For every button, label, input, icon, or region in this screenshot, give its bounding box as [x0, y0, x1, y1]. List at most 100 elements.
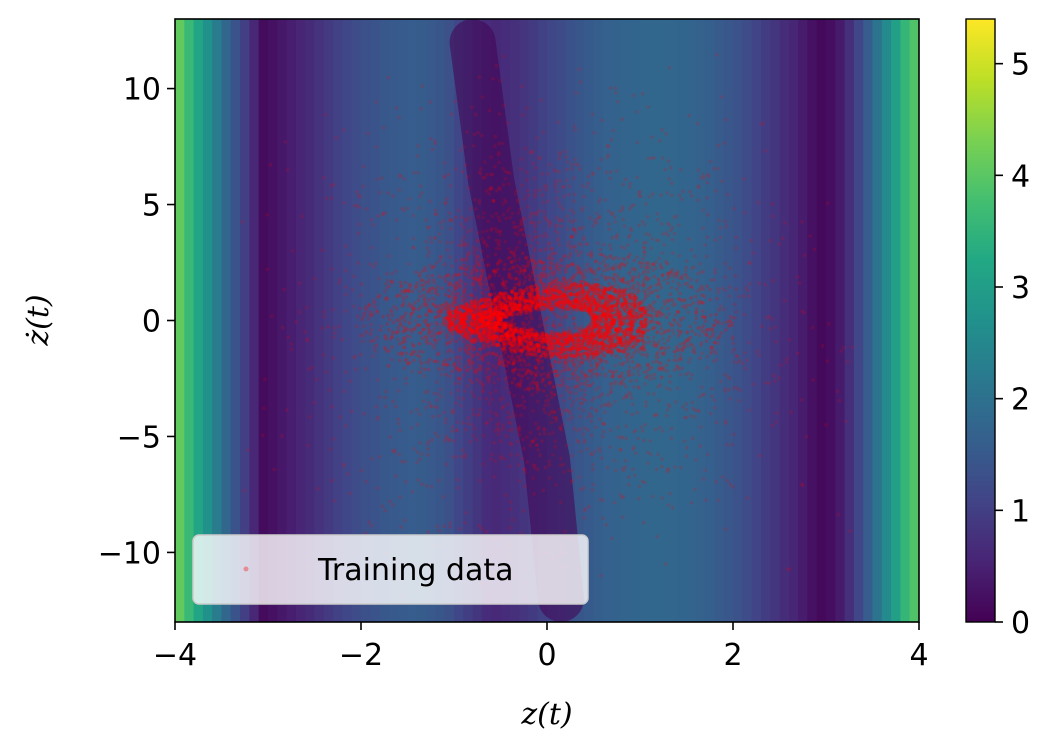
data-point: [455, 428, 459, 432]
data-point: [509, 414, 514, 419]
data-point: [654, 259, 659, 264]
data-point: [724, 478, 729, 483]
data-point: [500, 300, 505, 305]
data-point: [447, 288, 451, 293]
data-point: [621, 182, 626, 187]
heatmap-column: [407, 19, 418, 622]
heatmap-column: [314, 19, 325, 622]
data-point: [553, 445, 558, 449]
data-point: [621, 217, 626, 222]
data-point: [522, 196, 527, 201]
data-point: [456, 359, 461, 364]
data-point: [517, 382, 522, 386]
data-point: [591, 224, 596, 228]
data-point: [653, 300, 657, 304]
heatmap-column: [770, 19, 781, 622]
data-point: [558, 426, 563, 431]
data-point: [745, 496, 750, 500]
data-point: [566, 355, 570, 360]
data-point: [810, 325, 815, 330]
data-point: [535, 443, 539, 447]
data-point: [498, 232, 502, 237]
data-point: [645, 263, 650, 268]
data-point: [472, 426, 477, 431]
heatmap-column: [733, 19, 743, 622]
data-point: [692, 265, 696, 269]
data-point: [289, 342, 294, 346]
data-point: [419, 452, 424, 456]
data-point: [627, 364, 632, 369]
data-point: [588, 360, 592, 364]
heatmap-column: [621, 19, 632, 622]
data-point: [836, 512, 841, 517]
data-point: [527, 234, 532, 238]
data-point: [550, 309, 555, 314]
data-point: [585, 184, 590, 189]
data-point: [743, 351, 747, 355]
data-point: [530, 238, 535, 242]
data-point: [696, 168, 701, 172]
data-point: [428, 404, 433, 408]
data-point: [473, 299, 478, 304]
data-point: [631, 351, 636, 356]
data-point: [626, 279, 631, 284]
data-point: [571, 211, 576, 215]
data-point: [576, 384, 580, 389]
data-point: [664, 231, 668, 235]
data-point: [689, 500, 694, 505]
data-point: [573, 345, 578, 350]
data-point: [437, 351, 441, 355]
data-point: [488, 302, 492, 307]
data-point: [487, 333, 492, 338]
data-point: [520, 395, 525, 399]
data-point: [500, 141, 505, 146]
data-point: [514, 225, 518, 229]
data-point: [580, 369, 584, 373]
data-point: [574, 231, 578, 236]
data-point: [513, 258, 517, 263]
data-point: [728, 266, 732, 271]
data-point: [422, 374, 427, 379]
data-point: [657, 256, 661, 261]
data-point: [291, 249, 295, 253]
data-point: [487, 187, 491, 192]
data-point: [572, 316, 576, 320]
data-point: [453, 311, 458, 316]
data-point: [496, 333, 501, 338]
data-point: [497, 229, 502, 234]
data-point: [542, 319, 547, 323]
data-point: [603, 372, 608, 376]
data-point: [645, 373, 650, 378]
data-point: [440, 309, 444, 314]
data-point: [492, 301, 497, 306]
heatmap-column: [798, 19, 808, 622]
data-point: [462, 242, 466, 247]
data-point: [583, 438, 587, 443]
data-point: [600, 392, 605, 396]
data-point: [556, 296, 561, 301]
data-point: [664, 413, 669, 418]
data-point: [648, 452, 653, 457]
data-point: [489, 352, 493, 356]
data-point: [435, 398, 440, 403]
data-point: [540, 366, 545, 370]
data-point: [630, 360, 635, 364]
data-point: [585, 294, 589, 299]
data-point: [616, 425, 620, 429]
data-point: [621, 382, 626, 386]
data-point: [530, 220, 534, 224]
data-point: [510, 251, 515, 255]
data-point: [508, 507, 513, 511]
data-point: [579, 396, 584, 401]
data-point: [553, 439, 558, 444]
data-point: [585, 447, 590, 451]
data-point: [550, 341, 555, 346]
data-point: [741, 361, 746, 366]
data-point: [462, 312, 467, 317]
data-point: [687, 285, 691, 289]
data-point: [465, 242, 470, 247]
data-point: [297, 310, 302, 314]
data-point: [512, 393, 517, 398]
data-point: [555, 313, 559, 317]
data-point: [454, 355, 458, 360]
